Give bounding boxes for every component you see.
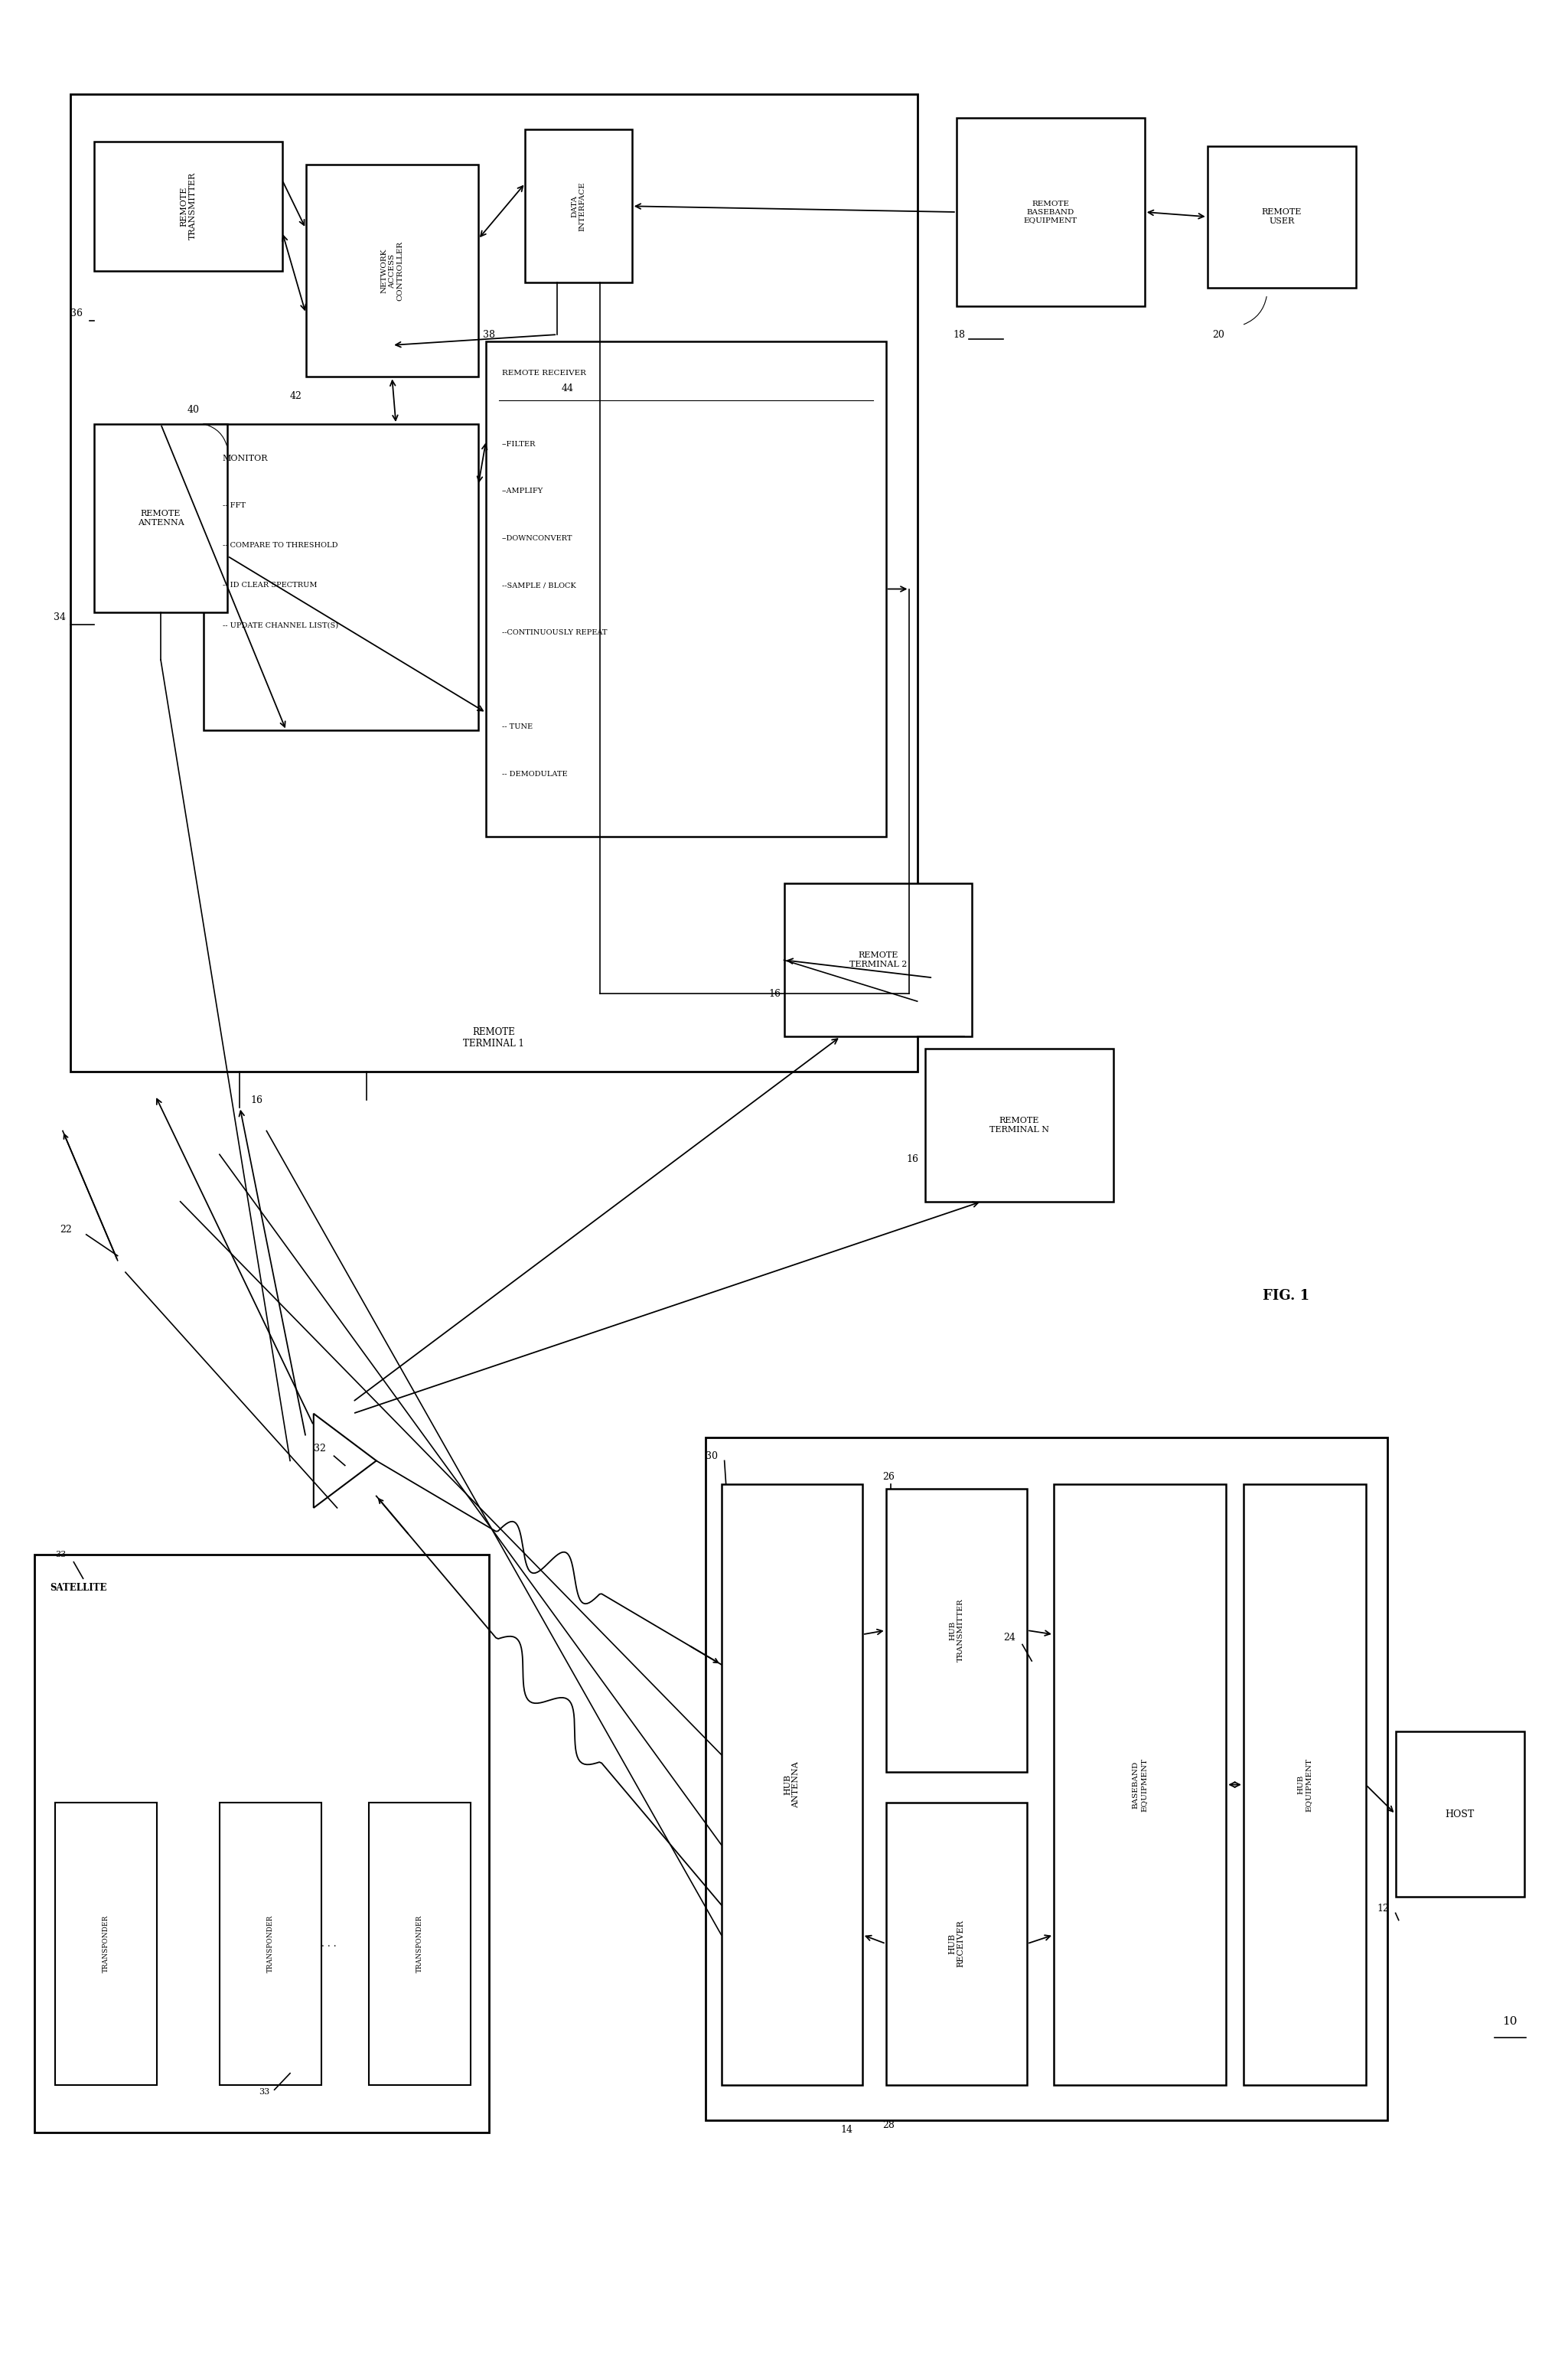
Text: HUB
TRANSMITTER: HUB TRANSMITTER <box>949 1600 964 1661</box>
Text: 16: 16 <box>251 1096 263 1105</box>
Text: 24: 24 <box>1004 1633 1016 1642</box>
Bar <box>94 141 282 271</box>
Text: 20: 20 <box>1212 330 1225 339</box>
Text: 12: 12 <box>1377 1904 1389 1913</box>
Bar <box>71 94 917 1072</box>
Bar <box>220 1802 321 2085</box>
Text: --SAMPLE / BLOCK: --SAMPLE / BLOCK <box>502 582 575 589</box>
Text: -- ID CLEAR SPECTRUM: -- ID CLEAR SPECTRUM <box>223 582 317 589</box>
Text: HUB
ANTENNA: HUB ANTENNA <box>784 1762 800 1807</box>
Text: -- FFT: -- FFT <box>223 502 246 509</box>
Text: 44: 44 <box>561 384 574 393</box>
Bar <box>368 1802 470 2085</box>
Text: 28: 28 <box>883 2120 895 2130</box>
Text: --DOWNCONVERT: --DOWNCONVERT <box>502 535 572 542</box>
Text: 38: 38 <box>483 330 495 339</box>
Text: --CONTINUOUSLY REPEAT: --CONTINUOUSLY REPEAT <box>502 629 607 636</box>
Text: . . .: . . . <box>321 1939 337 1948</box>
Bar <box>525 130 632 283</box>
Bar <box>55 1802 157 2085</box>
Bar <box>886 1489 1027 1772</box>
Bar <box>1054 1484 1226 2085</box>
Text: 33: 33 <box>259 2087 270 2097</box>
Text: REMOTE
BASEBAND
EQUIPMENT: REMOTE BASEBAND EQUIPMENT <box>1024 200 1077 224</box>
Text: 33: 33 <box>55 1550 66 1560</box>
Text: NETWORK
ACCESS
CONTROLLER: NETWORK ACCESS CONTROLLER <box>381 240 403 302</box>
Bar <box>204 424 478 730</box>
Bar <box>1207 146 1356 287</box>
Text: -- UPDATE CHANNEL LIST(S): -- UPDATE CHANNEL LIST(S) <box>223 622 339 629</box>
Text: 14: 14 <box>840 2125 853 2135</box>
Bar <box>486 342 886 836</box>
Text: -- COMPARE TO THRESHOLD: -- COMPARE TO THRESHOLD <box>223 542 337 549</box>
Bar <box>784 884 972 1037</box>
Text: TRANSPONDER: TRANSPONDER <box>267 1915 274 1972</box>
Text: -- DEMODULATE: -- DEMODULATE <box>502 770 568 777</box>
Text: REMOTE
ANTENNA: REMOTE ANTENNA <box>138 509 183 528</box>
Text: FIG. 1: FIG. 1 <box>1262 1289 1309 1303</box>
Text: 30: 30 <box>706 1451 718 1461</box>
Text: 42: 42 <box>290 391 303 401</box>
Bar <box>925 1048 1113 1202</box>
Text: SATELLITE: SATELLITE <box>50 1583 107 1593</box>
Bar <box>1396 1732 1524 1897</box>
Text: --AMPLIFY: --AMPLIFY <box>502 488 543 495</box>
Text: 36: 36 <box>71 309 83 318</box>
Text: MONITOR: MONITOR <box>223 455 268 462</box>
Text: 10: 10 <box>1502 2017 1518 2026</box>
Text: TRANSPONDER: TRANSPONDER <box>102 1915 110 1972</box>
Text: 40: 40 <box>187 405 199 415</box>
Text: HOST: HOST <box>1446 1809 1474 1819</box>
Text: HUB
RECEIVER: HUB RECEIVER <box>949 1920 964 1967</box>
Text: REMOTE
TERMINAL 1: REMOTE TERMINAL 1 <box>464 1027 524 1048</box>
Text: -- TUNE: -- TUNE <box>502 723 533 730</box>
Text: HUB
EQUIPMENT: HUB EQUIPMENT <box>1297 1758 1312 1812</box>
Text: DATA
INTERFACE: DATA INTERFACE <box>571 181 586 231</box>
Bar <box>34 1555 489 2132</box>
Text: REMOTE RECEIVER: REMOTE RECEIVER <box>502 370 586 377</box>
Bar <box>306 165 478 377</box>
Text: 32: 32 <box>314 1444 326 1454</box>
Bar <box>721 1484 862 2085</box>
Text: 16: 16 <box>768 990 781 999</box>
Text: 22: 22 <box>60 1225 72 1235</box>
Text: BASEBAND
EQUIPMENT: BASEBAND EQUIPMENT <box>1132 1758 1148 1812</box>
Text: REMOTE
TERMINAL 2: REMOTE TERMINAL 2 <box>850 952 906 968</box>
Bar <box>1243 1484 1366 2085</box>
Bar <box>886 1802 1027 2085</box>
Bar <box>706 1437 1388 2120</box>
Text: 18: 18 <box>953 330 966 339</box>
Text: REMOTE
USER: REMOTE USER <box>1262 207 1301 226</box>
Text: TRANSPONDER: TRANSPONDER <box>416 1915 423 1972</box>
Text: REMOTE
TRANSMITTER: REMOTE TRANSMITTER <box>180 172 196 240</box>
Text: 34: 34 <box>53 613 66 622</box>
Bar <box>956 118 1145 306</box>
Text: 16: 16 <box>906 1154 919 1164</box>
Bar <box>94 424 227 613</box>
Text: --FILTER: --FILTER <box>502 441 536 448</box>
Text: 26: 26 <box>883 1472 895 1482</box>
Text: REMOTE
TERMINAL N: REMOTE TERMINAL N <box>989 1117 1049 1133</box>
